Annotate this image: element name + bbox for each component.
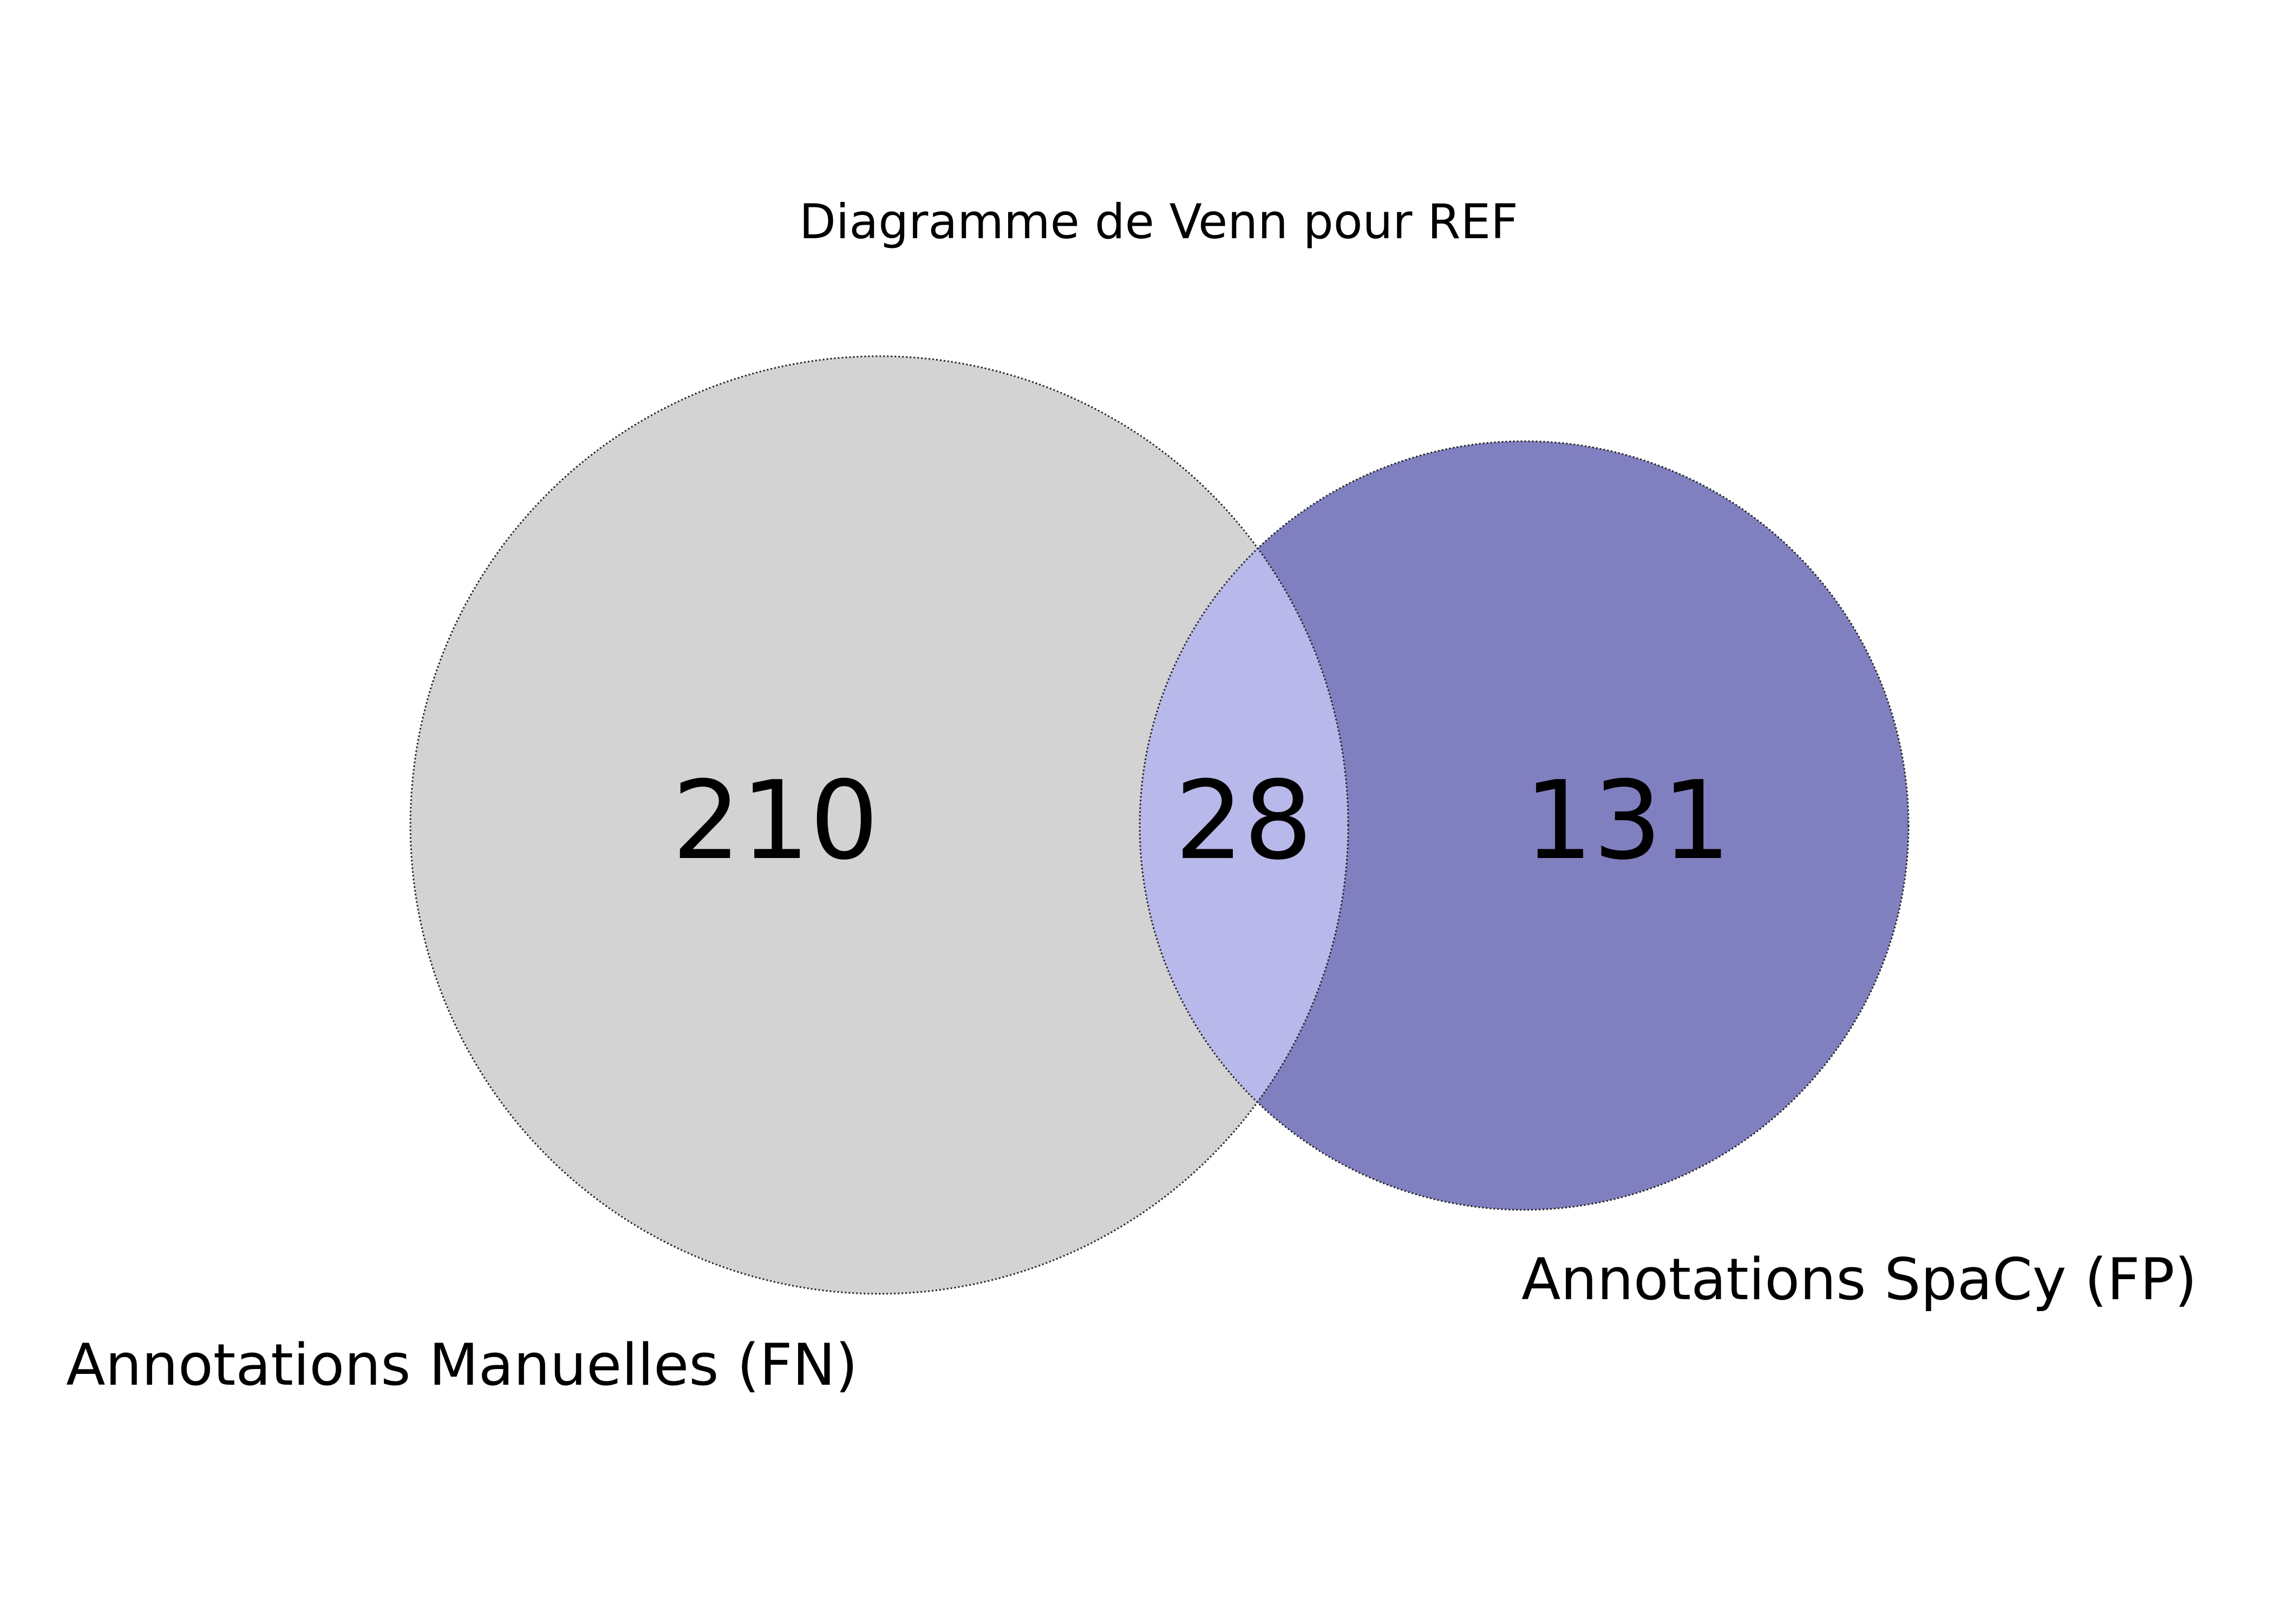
right-set-label: Annotations SpaCy (FP)	[1521, 1246, 2197, 1313]
left-set-label: Annotations Manuelles (FN)	[66, 1332, 858, 1398]
right-set-circle	[1140, 441, 1909, 1210]
left-set-circle	[410, 356, 1348, 1294]
left-only-count: 210	[672, 758, 879, 884]
left-set-outline	[409, 355, 1349, 1295]
diagram-title: Diagramme de Venn pour REF	[799, 194, 1518, 250]
right-only-count: 131	[1524, 758, 1731, 884]
right-set-outline	[1139, 440, 1910, 1211]
overlap-count: 28	[1175, 758, 1313, 884]
